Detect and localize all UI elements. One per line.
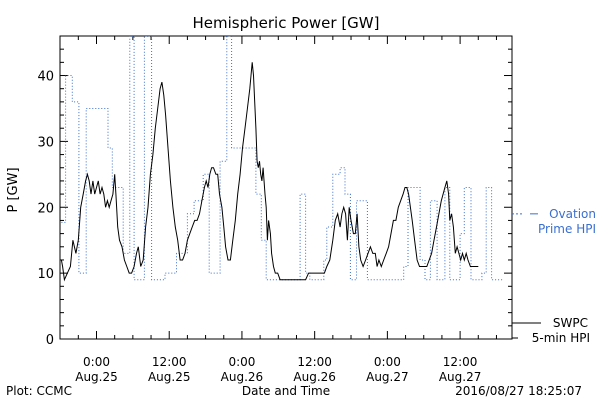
- chart-title: Hemispheric Power [GW]: [193, 14, 380, 32]
- x-tick-time-label: 12:00: [297, 355, 332, 369]
- y-tick-label: 30: [37, 135, 54, 150]
- series-line-0: [61, 36, 503, 281]
- x-tick-time-label: 12:00: [443, 355, 478, 369]
- plot-frame: [59, 35, 513, 340]
- x-tick-time-label: 12:00: [152, 355, 187, 369]
- x-tick-date-label: Aug.27: [366, 370, 409, 384]
- x-tick-time-label: 0:00: [83, 355, 110, 369]
- x-tick-time-label: 0:00: [228, 355, 255, 369]
- y-tick-label: 40: [37, 70, 54, 85]
- x-tick-time-label: 0:00: [374, 355, 401, 369]
- x-tick-date-label: Aug.26: [221, 370, 264, 384]
- series-layer: [60, 36, 503, 282]
- x-tick-date-label: Aug.25: [148, 370, 191, 384]
- y-tick-label: 20: [37, 201, 54, 216]
- legend-label: 5-min HPI: [532, 331, 590, 345]
- x-tick-date-label: Aug.27: [439, 370, 482, 384]
- x-tick-date-label: Aug.25: [75, 370, 118, 384]
- legend-label: Prime HPI: [538, 222, 596, 236]
- axes: 0102030400:00Aug.2512:00Aug.250:00Aug.26…: [37, 36, 512, 384]
- plot-timestamp: 2016/08/27 18:25:07: [455, 384, 582, 398]
- y-tick-label: 10: [37, 267, 54, 282]
- legend-label: Ovation: [549, 207, 596, 221]
- plot-area: [59, 35, 513, 340]
- legend-label: SWPC: [553, 316, 588, 330]
- y-tick-label: 0: [46, 333, 54, 348]
- x-tick-date-label: Aug.26: [293, 370, 336, 384]
- plot-credit: Plot: CCMC: [6, 384, 72, 398]
- series-line-1: [60, 62, 479, 282]
- y-axis-label: P [GW]: [6, 167, 21, 212]
- x-axis-label: Date and Time: [242, 384, 330, 398]
